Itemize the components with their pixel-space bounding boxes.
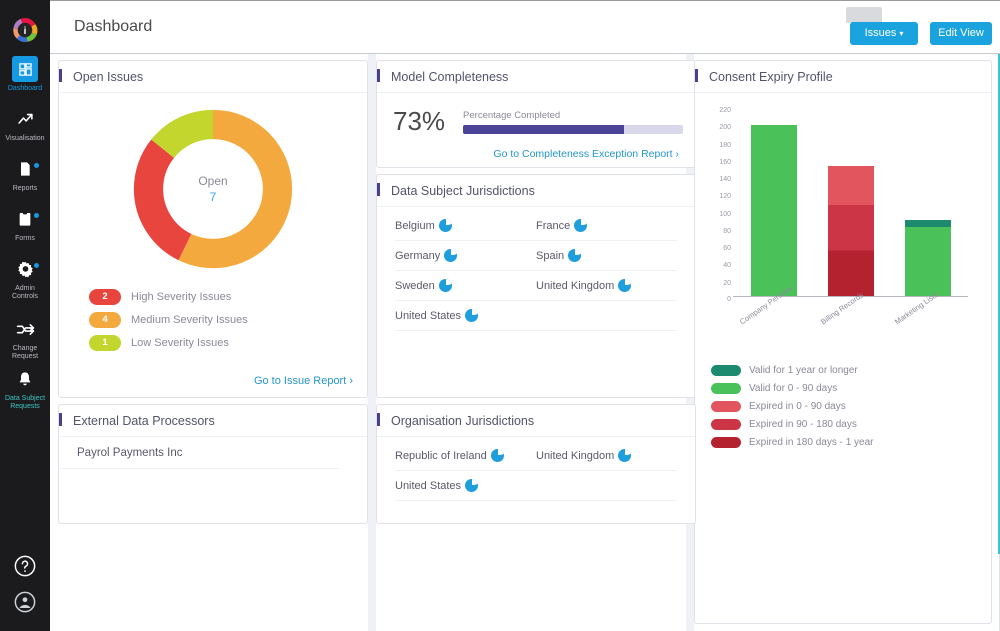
svg-text:i: i [24, 26, 27, 37]
